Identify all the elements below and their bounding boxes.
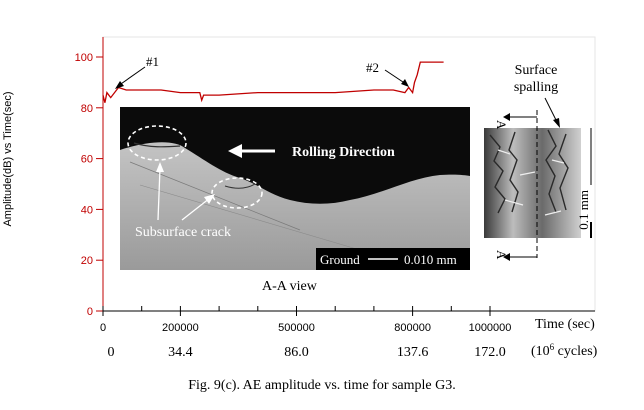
x-secondary-tick-label: 86.0 — [284, 345, 309, 360]
x-axis-secondary-title: (106 cycles) — [531, 342, 598, 359]
y-tick-label: 60 — [81, 154, 93, 166]
spalling-scale-label: 0.1 mm — [576, 190, 591, 230]
annotation-1-arrowhead — [115, 81, 124, 89]
section-mark-bottom: A — [494, 250, 509, 260]
surface-label: Surface — [515, 63, 558, 78]
view-label: A-A view — [262, 279, 318, 294]
series-line — [102, 61, 444, 103]
surface-spalling-image — [484, 97, 592, 261]
annotation-2-arrow — [384, 69, 407, 85]
annotation-2-arrowhead — [401, 79, 409, 87]
y-tick-label: 0 — [87, 306, 93, 318]
section-mark-top: A — [494, 120, 509, 130]
x-secondary-tick-label: 0 — [108, 345, 115, 360]
x-secondary-tick-label: 137.6 — [397, 345, 429, 360]
cross-section-micrograph — [120, 107, 470, 270]
x-secondary-tick-label: 172.0 — [474, 345, 506, 360]
rolling-direction-label: Rolling Direction — [292, 145, 395, 160]
x-axis-title: Time (sec) — [535, 317, 595, 332]
annotation-2-label: #2 — [366, 60, 379, 75]
figure-caption: Fig. 9(c). AE amplitude vs. time for sam… — [188, 378, 456, 393]
x-tick-label: 500000 — [278, 322, 315, 334]
ground-label: Ground — [320, 252, 360, 267]
x-tick-label: 0 — [100, 322, 106, 334]
x-tick-label: 200000 — [162, 322, 199, 334]
y-axis-title: Amplitude(dB) vs Time(sec) — [2, 91, 14, 227]
y-tick-label: 20 — [81, 255, 93, 267]
y-ticks: 100 80 60 40 20 0 — [75, 52, 103, 318]
annotation-1-arrow — [117, 66, 146, 87]
subsurface-crack-label: Subsurface crack — [135, 225, 231, 240]
annotation-1-label: #1 — [146, 54, 159, 69]
x-ticks: 0 200000 500000 800000 1000000 0 34.4 86.0 137.6… — [100, 306, 511, 360]
y-tick-label: 40 — [81, 204, 93, 216]
scale-bar-label: 0.010 mm — [404, 252, 457, 267]
y-tick-label: 100 — [75, 52, 93, 64]
y-tick-label: 80 — [81, 103, 93, 115]
x-tick-label: 800000 — [394, 322, 431, 334]
x-tick-label: 1000000 — [469, 322, 512, 334]
spalling-label: spalling — [514, 80, 558, 95]
x-secondary-tick-label: 34.4 — [168, 345, 193, 360]
